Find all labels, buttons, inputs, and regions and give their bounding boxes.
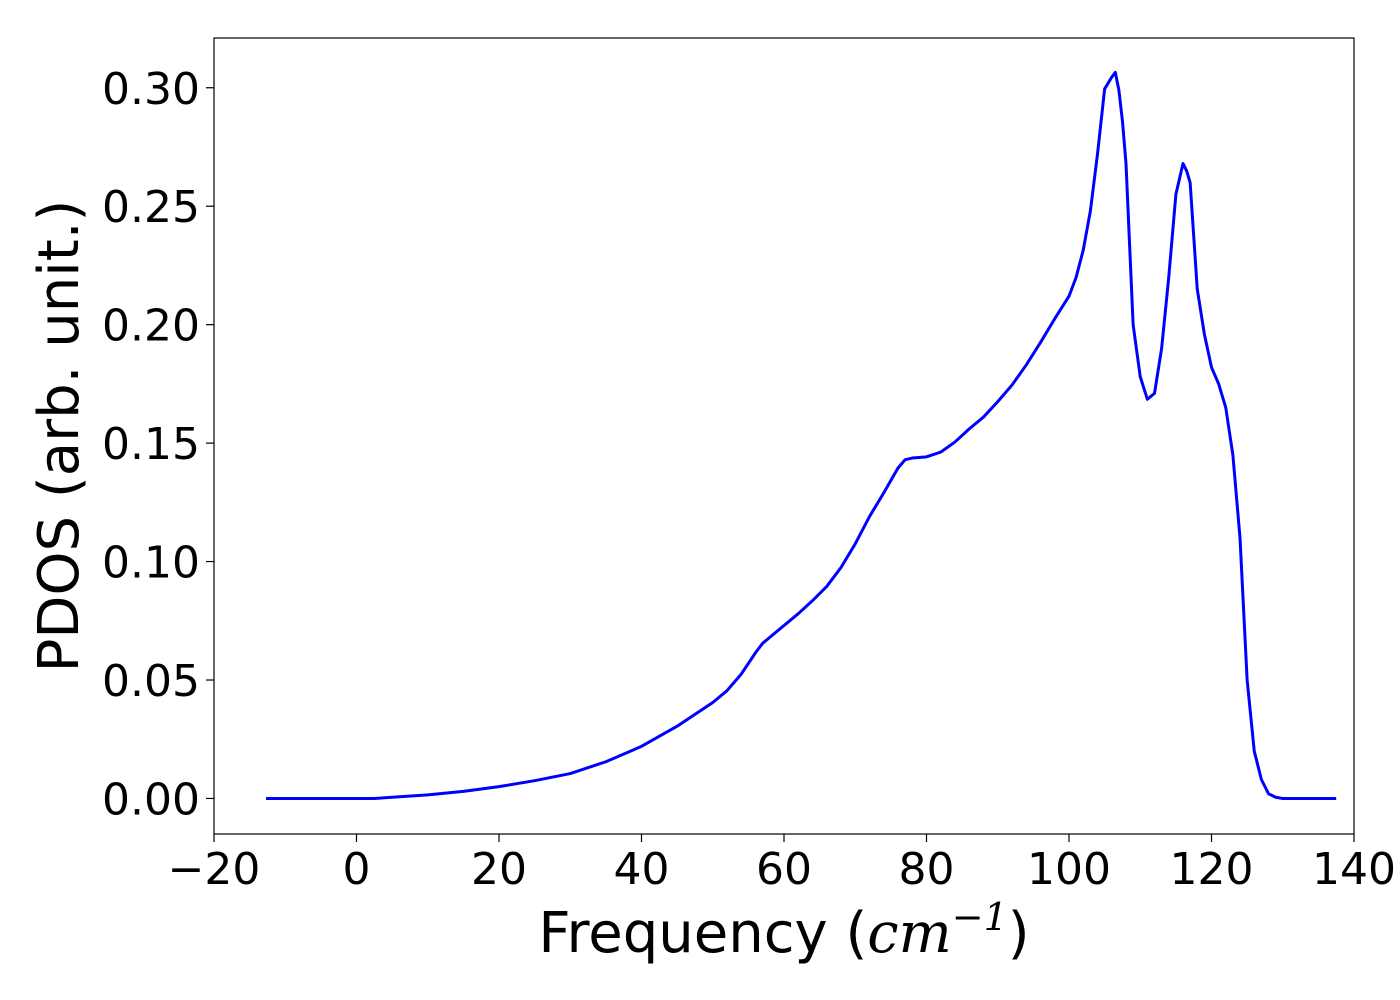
series-layer: [266, 70, 1337, 800]
y-tick-label: 0.10: [102, 538, 200, 589]
x-tick-label: 140: [1312, 844, 1396, 895]
x-tick-label: 0: [343, 844, 371, 895]
x-axis-title: Frequency (cm−1): [538, 895, 1029, 966]
x-tick-label: 120: [1170, 844, 1254, 895]
pdos-series-line: [266, 70, 1337, 800]
y-tick-label: 0.05: [102, 656, 200, 707]
y-tick-label: 0.20: [102, 301, 200, 352]
y-tick-label: 0.30: [102, 64, 200, 115]
y-axis-title: PDOS (arb. unit.): [27, 200, 92, 673]
x-tick-label: 40: [614, 844, 670, 895]
x-tick-label: 60: [756, 844, 812, 895]
x-tick-label: −20: [168, 844, 261, 895]
x-tick-label: 100: [1027, 844, 1111, 895]
x-tick-label: 20: [471, 844, 527, 895]
x-tick-label: 80: [899, 844, 955, 895]
y-tick-label: 0.25: [102, 182, 200, 233]
y-tick-label: 0.00: [102, 774, 200, 825]
ticks: −20 0 20 40 60 80 100 120 140 0.00 0.05 0.10 0.15 0.2…: [102, 64, 1396, 895]
y-tick-label: 0.15: [102, 419, 200, 470]
plot-frame: [213, 37, 1355, 835]
